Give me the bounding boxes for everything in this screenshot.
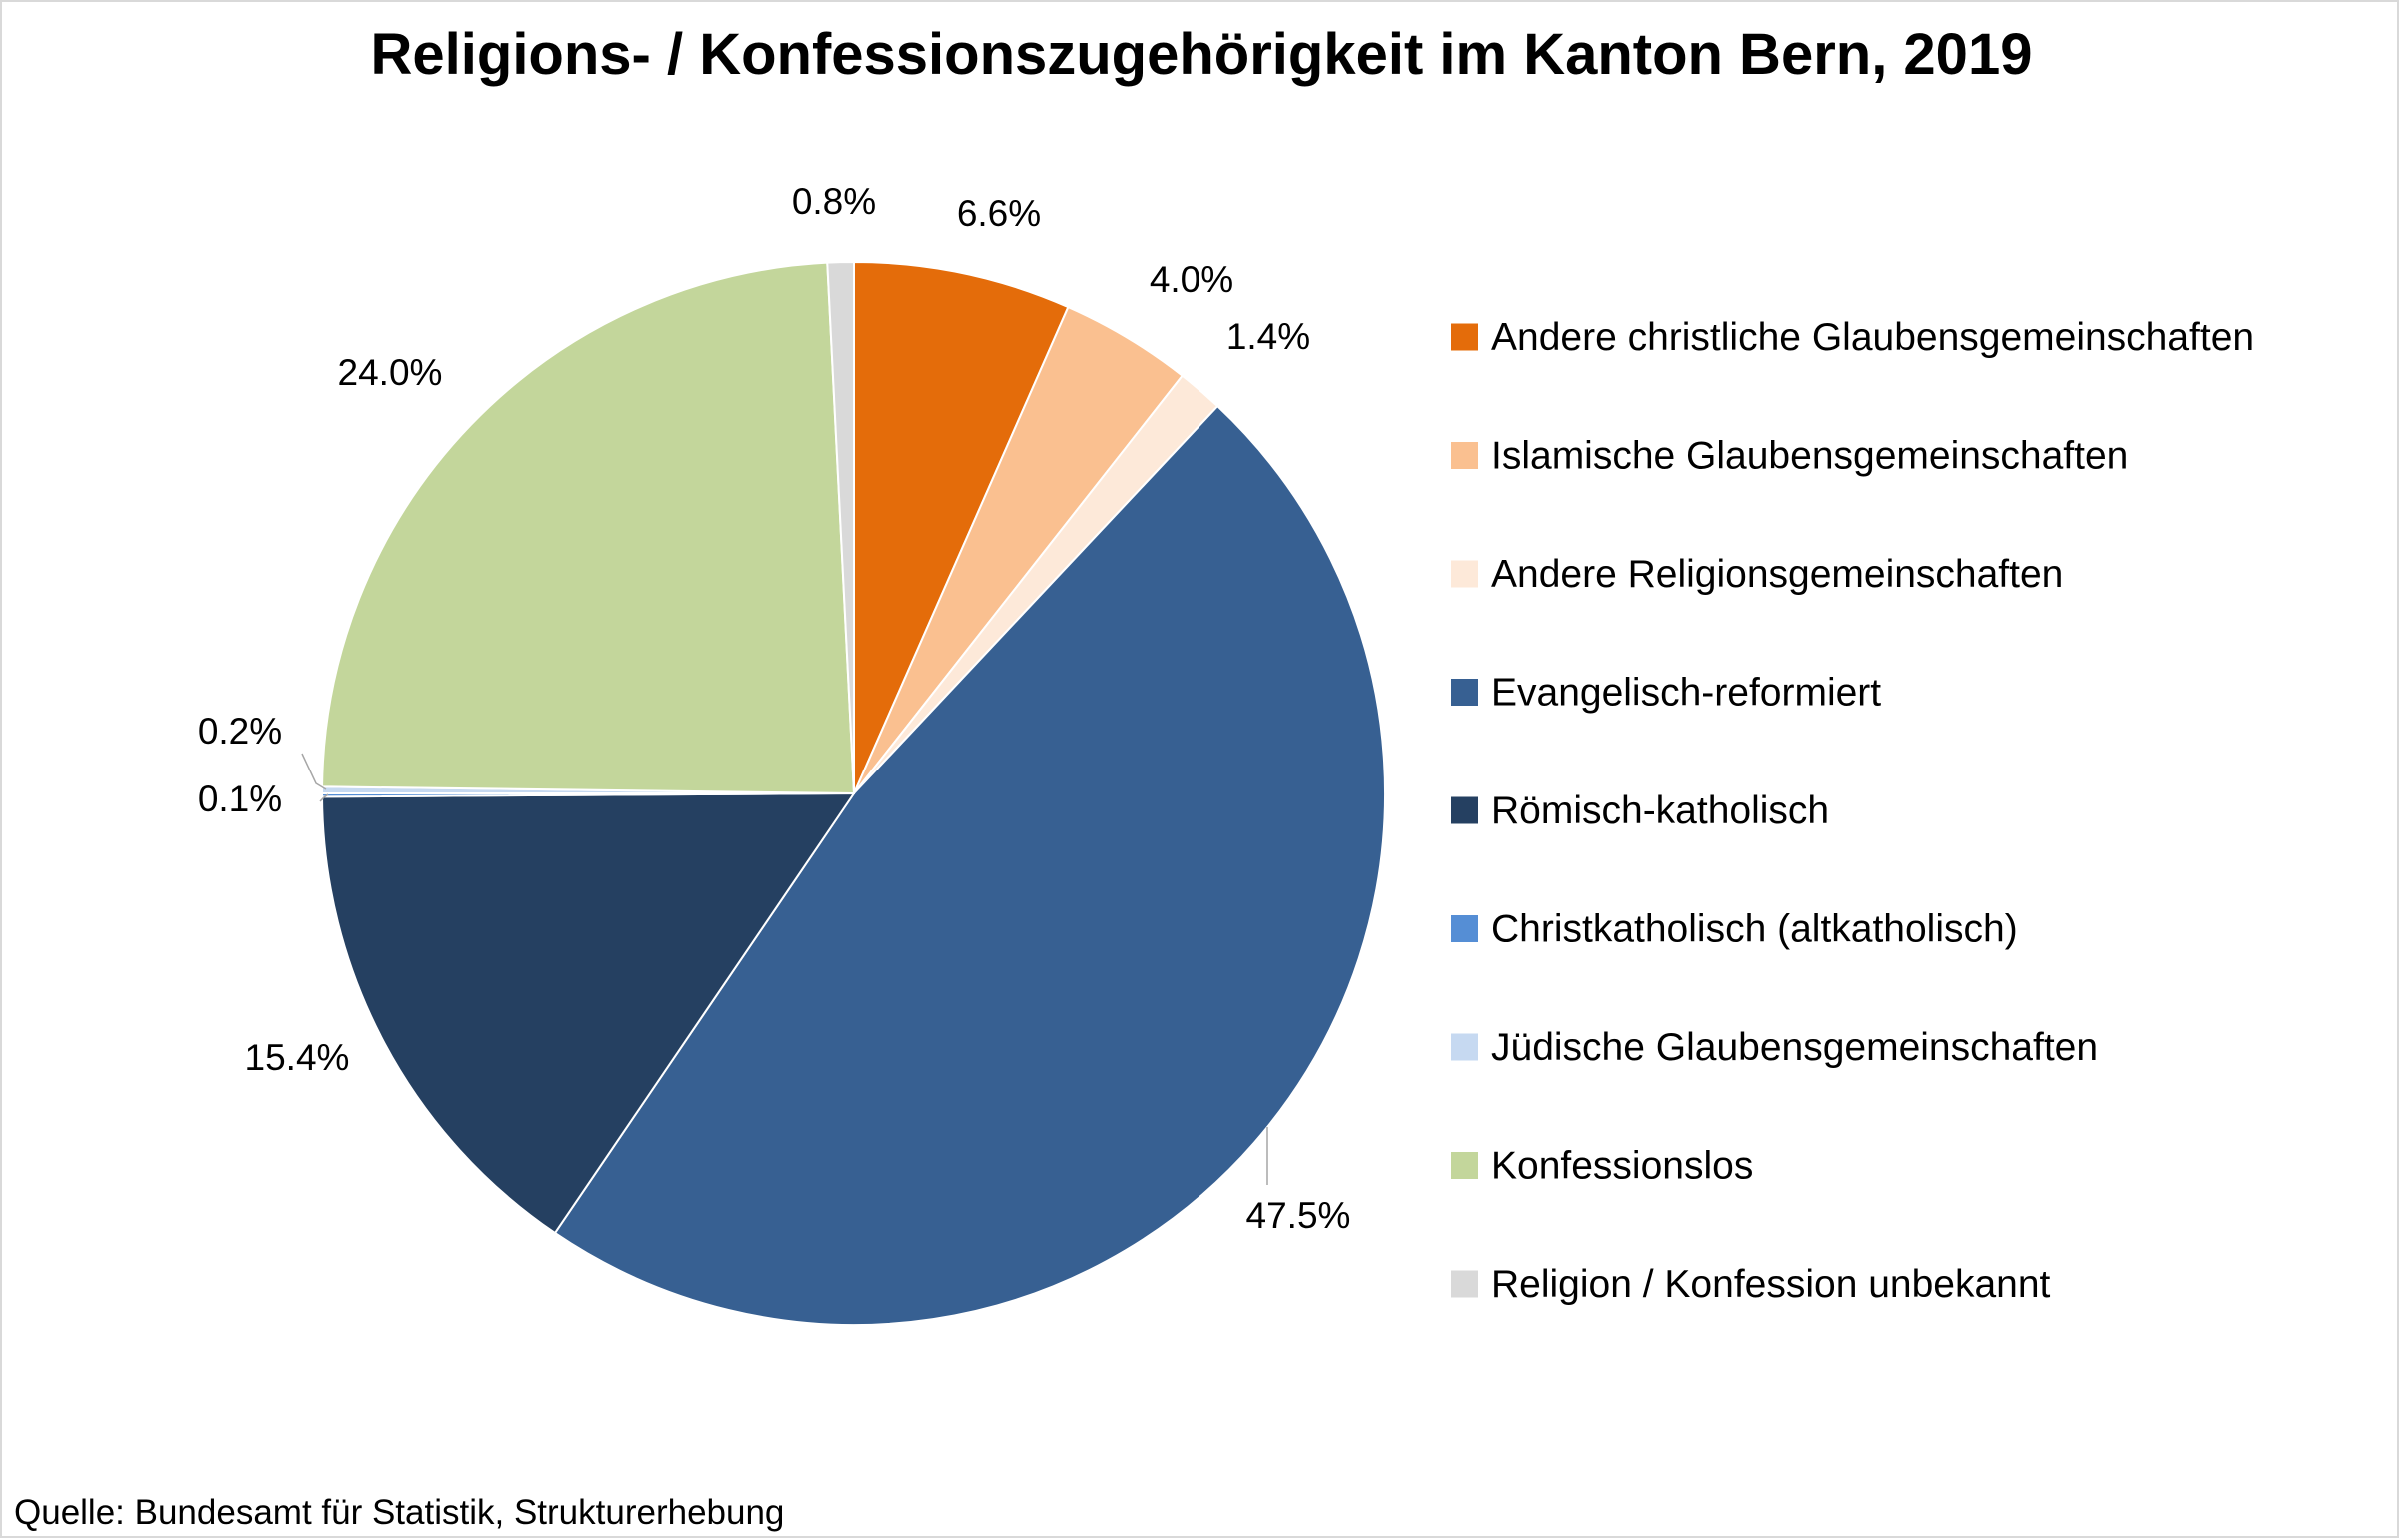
legend-item-andere-religionsgemeinschaften: Andere Religionsgemeinschaften (1451, 553, 2063, 596)
legend-swatch (1451, 915, 1478, 942)
legend-item-konfessionslos: Konfessionslos (1451, 1145, 1753, 1188)
legend-item-evangelisch-reformiert: Evangelisch-reformiert (1451, 672, 1881, 715)
pie-slice-konfessionslos (321, 261, 856, 795)
legend-swatch (1451, 442, 1478, 469)
chart-title: Religions- / Konfessionszugehörigkeit im… (371, 22, 2033, 87)
data-label-roemisch-katholisch: 15.4% (245, 1037, 350, 1078)
legend-swatch (1451, 560, 1478, 588)
legend-swatch (1451, 796, 1478, 824)
data-label-religion-konfession-unbekannt: 0.8% (792, 181, 876, 222)
leader-lines (301, 753, 1268, 1185)
legend-swatch (1451, 323, 1478, 351)
leader-line-christkatholisch-altkatholisch (319, 793, 329, 802)
pie-slice-roemisch-katholisch (321, 791, 856, 1235)
data-label-islamische-glaubensgemeinschaften: 4.0% (1150, 259, 1233, 300)
legend-item-andere-christliche-glaubensgemeinschaften: Andere christliche Glaubensgemeinschafte… (1451, 316, 2254, 359)
data-label-juedische-glaubensgemeinschaften: 0.2% (198, 711, 282, 752)
pie-slice-religion-konfession-unbekannt (826, 260, 855, 794)
legend-item-juedische-glaubensgemeinschaften: Jüdische Glaubensgemeinschaften (1451, 1026, 2098, 1069)
data-labels: 6.6% 4.0% 1.4% 47.5% 15.4% 0.1% 0.2% 24.0% 0.8% (198, 181, 1351, 1236)
legend-label: Andere christliche Glaubensgemeinschafte… (1491, 316, 2254, 359)
legend-swatch (1451, 1033, 1478, 1061)
legend-label: Konfessionslos (1491, 1145, 1753, 1188)
legend-swatch (1451, 1270, 1478, 1298)
legend-swatch (1451, 679, 1478, 706)
legend-label: Islamische Glaubensgemeinschaften (1491, 435, 2128, 478)
data-label-andere-christliche-glaubensgemeinschaften: 6.6% (957, 193, 1041, 234)
legend-item-islamische-glaubensgemeinschaften: Islamische Glaubensgemeinschaften (1451, 435, 2128, 478)
legend-label: Andere Religionsgemeinschaften (1491, 553, 2063, 596)
source-note: Quelle: Bundesamt für Statistik, Struktu… (14, 1493, 784, 1532)
data-label-evangelisch-reformiert: 47.5% (1246, 1195, 1351, 1236)
legend-item-christkatholisch-altkatholisch: Christkatholisch (altkatholisch) (1451, 908, 2018, 951)
data-label-andere-religionsgemeinschaften: 1.4% (1226, 316, 1310, 357)
legend: Andere christliche Glaubensgemeinschafte… (1451, 316, 2254, 1306)
pie-slices (320, 260, 1386, 1326)
data-label-christkatholisch-altkatholisch: 0.1% (198, 778, 282, 819)
data-label-konfessionslos: 24.0% (338, 352, 443, 393)
legend-label: Religion / Konfession unbekannt (1491, 1263, 2051, 1306)
leader-line-juedische-glaubensgemeinschaften (301, 753, 327, 790)
legend-label: Römisch-katholisch (1491, 789, 1829, 832)
legend-label: Jüdische Glaubensgemeinschaften (1491, 1026, 2098, 1069)
legend-item-roemisch-katholisch: Römisch-katholisch (1451, 789, 1829, 832)
legend-label: Christkatholisch (altkatholisch) (1491, 908, 2018, 951)
pie-slice-evangelisch-reformiert (553, 404, 1386, 1326)
legend-label: Evangelisch-reformiert (1491, 672, 1881, 715)
legend-swatch (1451, 1152, 1478, 1179)
legend-item-religion-konfession-unbekannt: Religion / Konfession unbekannt (1451, 1263, 2051, 1306)
pie-slice-andere-christliche-glaubensgemeinschaften (853, 260, 1070, 794)
